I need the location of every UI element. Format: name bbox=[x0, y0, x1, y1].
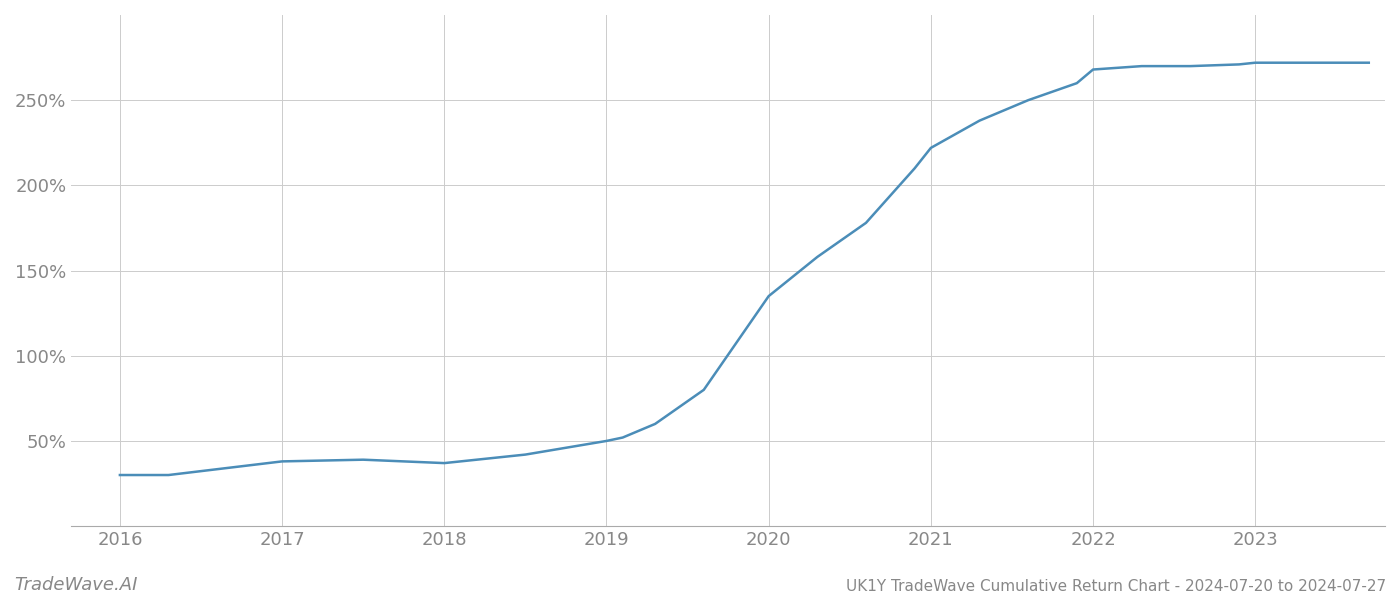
Text: TradeWave.AI: TradeWave.AI bbox=[14, 576, 137, 594]
Text: UK1Y TradeWave Cumulative Return Chart - 2024-07-20 to 2024-07-27: UK1Y TradeWave Cumulative Return Chart -… bbox=[846, 579, 1386, 594]
